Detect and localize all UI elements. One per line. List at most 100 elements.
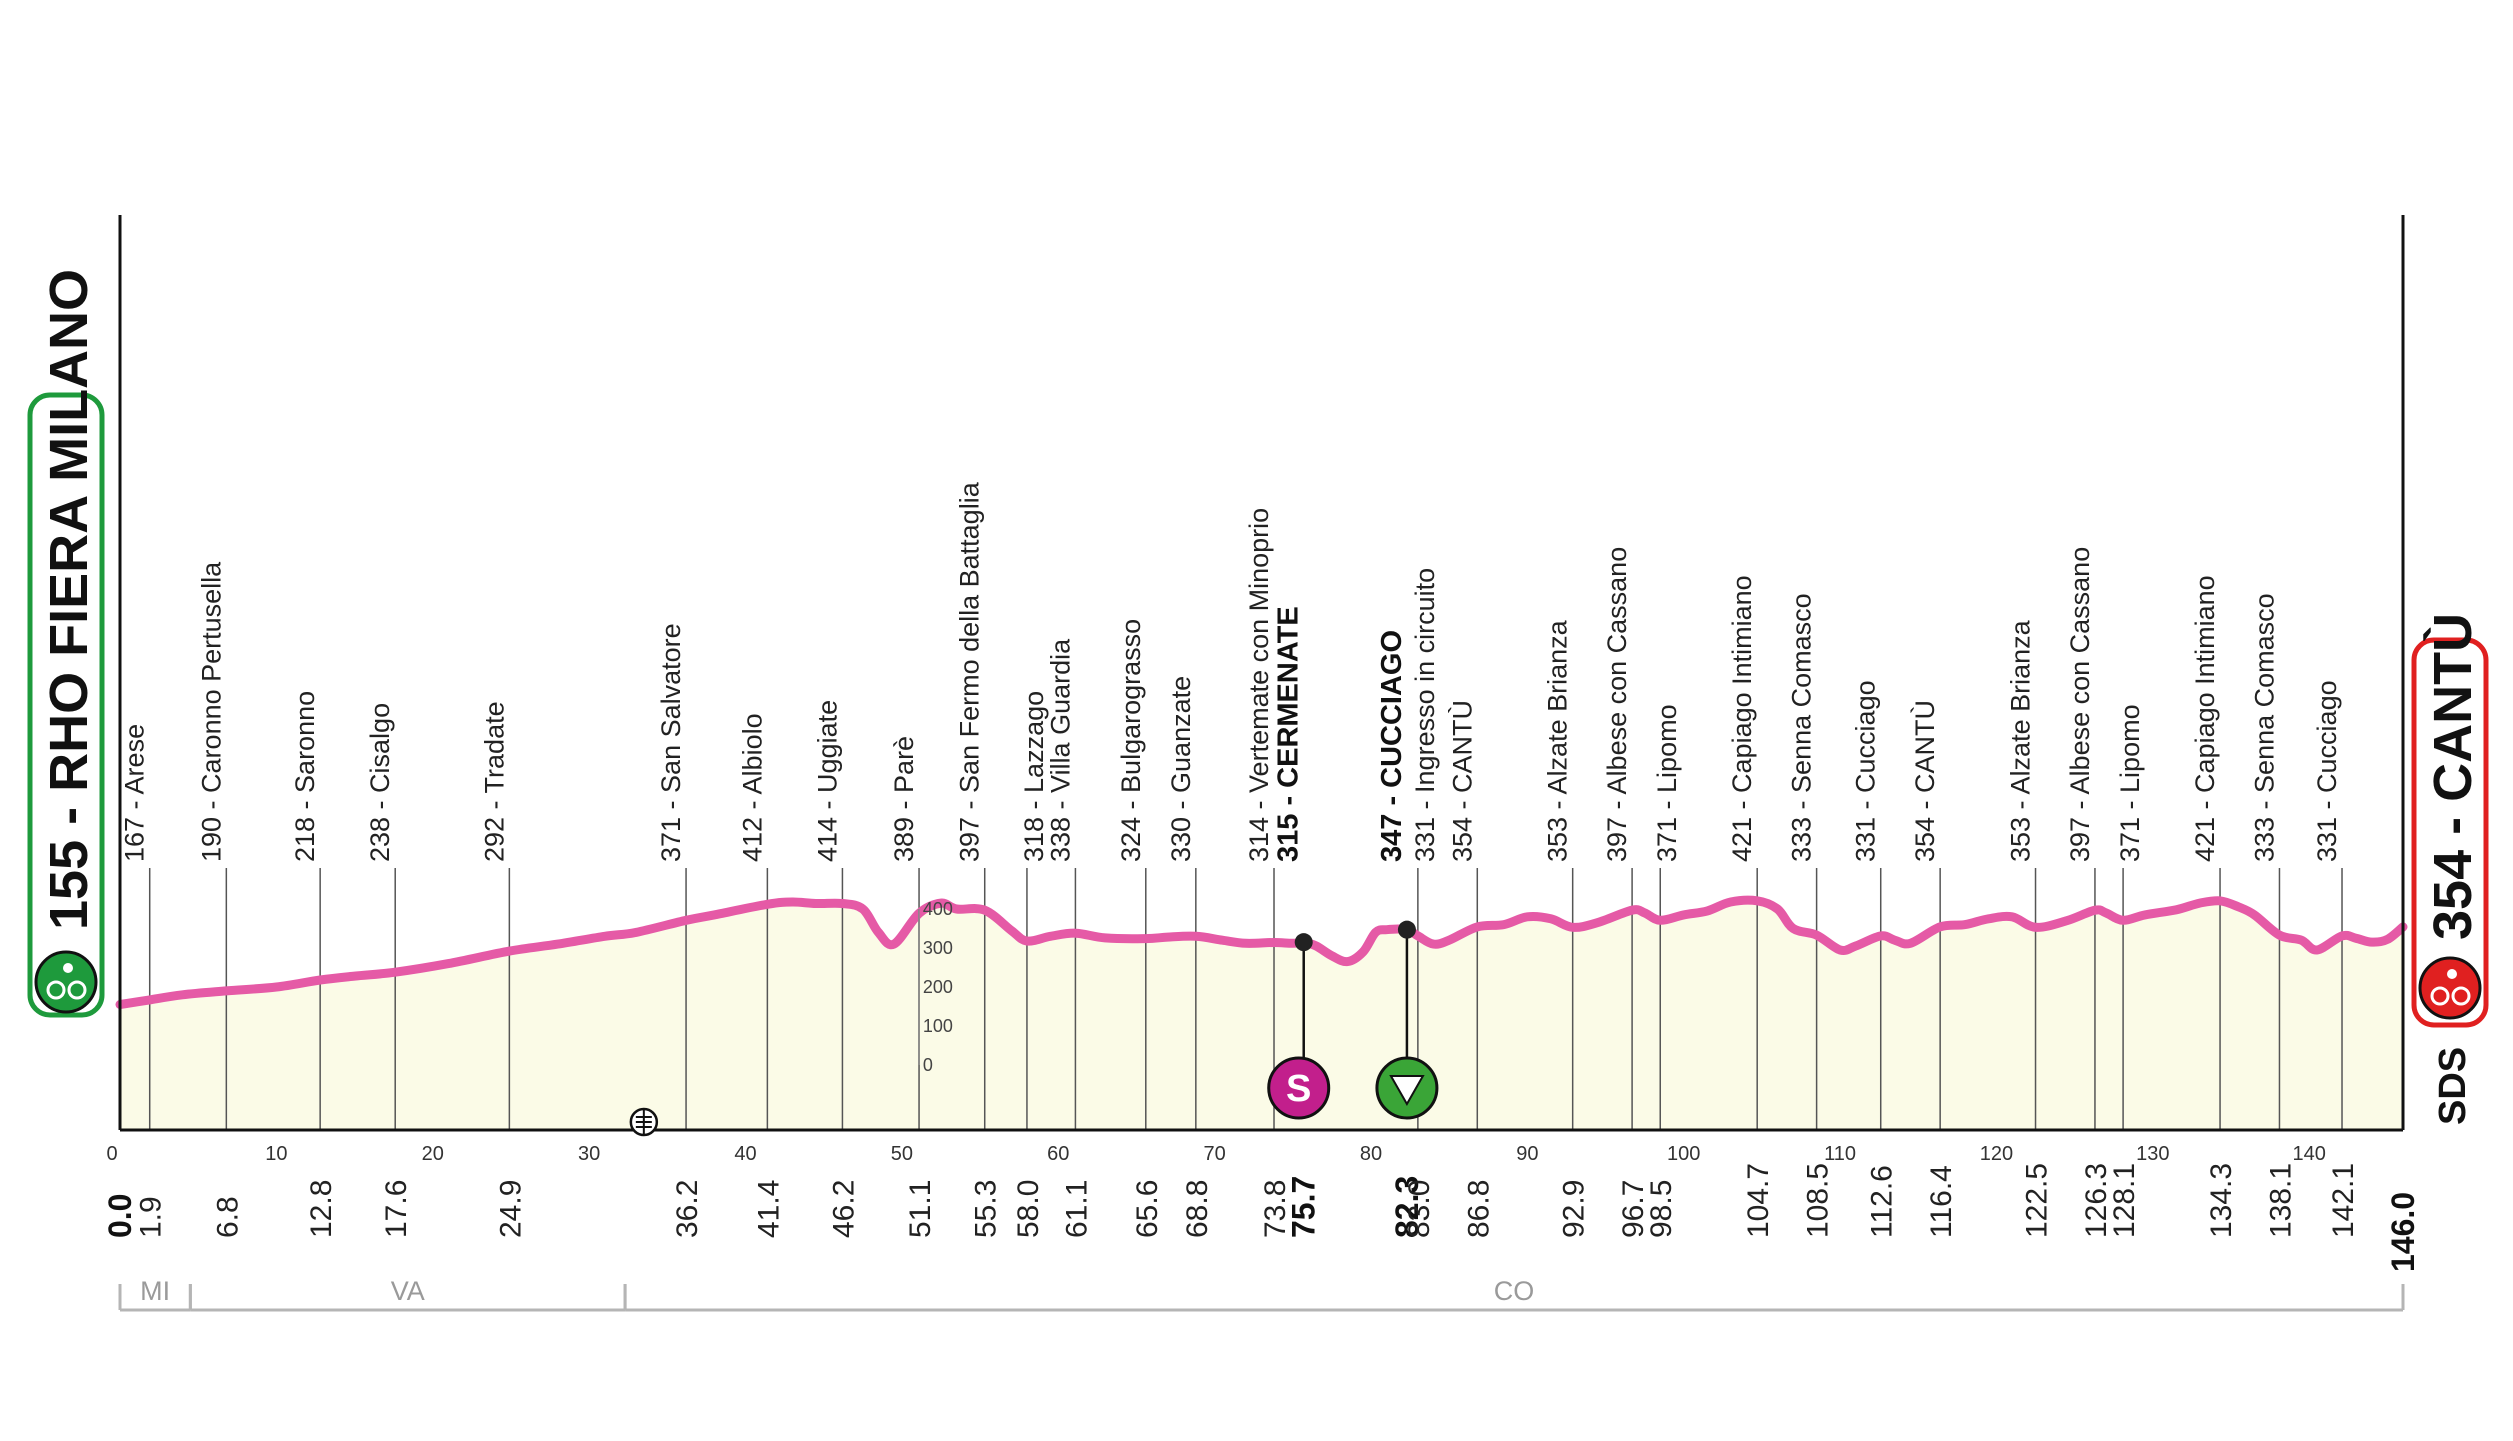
km-label: 104.7: [1742, 1163, 1775, 1238]
km-label: 68.8: [1181, 1180, 1214, 1238]
km-label: 55.3: [970, 1180, 1003, 1238]
location-label: 371 - Lipomo: [1652, 704, 1682, 862]
finish-bike-wheel-icon: [2430, 986, 2450, 1006]
km-label: 142.1: [2327, 1163, 2360, 1238]
km-label: 126.3: [2080, 1163, 2113, 1238]
location-label: 190 - Caronno Pertusella: [196, 561, 226, 862]
km-label-finish: 146.0: [2385, 1192, 2421, 1272]
altitude-scale-label: 300: [923, 938, 953, 958]
x-axis-tick-label: 30: [578, 1143, 600, 1165]
sds-brand-logo: SDS: [2432, 1047, 2474, 1125]
location-label: 354 - CANTÙ: [1446, 700, 1477, 862]
location-label: 389 - Parè: [889, 736, 919, 862]
location-label: 414 - Uggiate: [812, 700, 842, 862]
finish-pill: [2411, 637, 2489, 1028]
km-labels-group: 1.9 6.8 12.8 17.6 24.9 36.2 41.4 46.2 51.1 55.3 58…: [102, 1163, 2421, 1272]
start-bike-wheel-icon: [46, 980, 66, 1000]
location-label: 292 - Tradate: [479, 701, 509, 862]
km-label: 65.6: [1131, 1180, 1164, 1238]
endpoints-group: 155 - RHO FIERA MILANO 354 - CANTÙ SDS: [27, 269, 2489, 1125]
km-label: 61.1: [1060, 1180, 1093, 1238]
km-label: 83.0: [1403, 1180, 1436, 1238]
location-label: 333 - Senna Comasco: [1787, 593, 1817, 862]
location-label: 371 - San Salvatore: [656, 623, 686, 862]
x-axis-tick-label: 20: [422, 1143, 444, 1165]
region-label: MI: [140, 1276, 170, 1306]
location-label: 238 - Cisalgo: [365, 703, 395, 862]
km-label: 92.9: [1558, 1180, 1591, 1238]
km-label: 112.6: [1866, 1165, 1899, 1238]
x-axis-tick-label: 80: [1360, 1143, 1382, 1165]
location-label: 218 - Saronno: [290, 691, 320, 862]
km-label: 58.0: [1012, 1180, 1045, 1238]
finish-label: 354 - CANTÙ: [2423, 613, 2483, 940]
location-label: 314 - Vertemate con Minoprio: [1244, 508, 1274, 862]
start-bike-icon: [34, 950, 98, 1014]
x-axis-tick-label: 70: [1203, 1143, 1225, 1165]
sprint-dot: [1294, 933, 1313, 952]
location-label: 331 - Ingresso in circuito: [1410, 568, 1440, 862]
km-label: 128.1: [2108, 1163, 2141, 1238]
km-label: 41.4: [752, 1180, 785, 1238]
location-label: 412 - Albiolo: [737, 713, 767, 862]
location-label: 333 - Senna Comasco: [2249, 593, 2279, 862]
km-label: 6.8: [211, 1196, 244, 1238]
x-axis-tick-label: 0: [106, 1143, 117, 1165]
km-label: 1.9: [135, 1196, 168, 1238]
location-labels-group: 167 - Arese 190 - Caronno Pertusella 218 -…: [120, 481, 2342, 862]
location-label: 167 - Arese: [120, 724, 150, 862]
km-label: 116.4: [1925, 1165, 1958, 1238]
x-axis-tick-label: 140: [2292, 1143, 2325, 1165]
x-axis-tick-label: 90: [1516, 1143, 1538, 1165]
km-label: 51.1: [904, 1180, 937, 1238]
location-label: 347 - CUCCIAGO: [1376, 630, 1408, 862]
finish-bike-icon: [2418, 956, 2482, 1020]
km-label: 98.5: [1645, 1180, 1678, 1238]
region-label: CO: [1494, 1276, 1535, 1306]
km-label: 108.5: [1802, 1163, 1835, 1238]
x-axis-tick-label: 100: [1667, 1143, 1700, 1165]
profile-area-group: [120, 900, 2403, 1130]
x-axis-group: 0 10 20 30 40 50 60 70 80 90 100 110 120 130 140: [106, 215, 2405, 1165]
km-label: 12.8: [305, 1180, 338, 1238]
regions-group: MI VA CO: [118, 1276, 2405, 1312]
circuit-dot: [1397, 920, 1416, 939]
km-label: 138.1: [2264, 1163, 2297, 1238]
location-lines-group: [148, 868, 2343, 1130]
location-label: 354 - CANTÙ: [1909, 700, 1940, 862]
profile-line: [115, 895, 2408, 1009]
finish-bike-wheel-icon: [2451, 986, 2471, 1006]
location-label: 324 - Bulgarograsso: [1116, 619, 1146, 862]
location-label: 331 - Cucciago: [2312, 680, 2342, 862]
altitude-scale-group: 400 300 200 100 0: [918, 899, 953, 1075]
profile-fill-area: [120, 900, 2403, 1130]
km-label: 73.8: [1259, 1180, 1292, 1238]
location-label: 397 - Albese con Cassano: [2065, 547, 2095, 862]
x-axis-tick-label: 50: [891, 1143, 913, 1165]
location-label: 353 - Alzate Brianza: [1543, 619, 1573, 862]
start-bike-wheel-icon: [67, 980, 87, 1000]
x-axis-tick-label: 60: [1047, 1143, 1069, 1165]
km-label: 17.6: [380, 1180, 413, 1238]
start-label: 155 - RHO FIERA MILANO: [39, 269, 99, 930]
km-label: 82.3: [1389, 1176, 1425, 1238]
location-label: 330 - Guanzate: [1166, 676, 1196, 862]
km-label: 86.8: [1462, 1180, 1495, 1238]
location-label: 353 - Alzate Brianza: [2006, 619, 2036, 862]
x-axis-tick-label: 130: [2136, 1143, 2169, 1165]
start-pill: [27, 392, 105, 1018]
km-label: 96.7: [1617, 1180, 1650, 1238]
location-label: 338 - Villa Guardia: [1045, 638, 1075, 862]
region-label: VA: [391, 1276, 425, 1306]
x-axis-tick-label: 110: [1824, 1143, 1856, 1165]
altitude-scale-label: 100: [923, 1016, 953, 1036]
x-axis-tick-label: 120: [1980, 1143, 2013, 1165]
location-label: 397 - San Fermo della Battaglia: [955, 481, 985, 862]
altitude-scale-label: 0: [923, 1055, 933, 1075]
markers-group: S: [629, 920, 1439, 1137]
start-rider-head-icon: [63, 963, 73, 973]
km-label: 36.2: [671, 1180, 704, 1238]
km-label: 122.5: [2021, 1163, 2054, 1238]
profile-line-group: [115, 895, 2408, 1009]
